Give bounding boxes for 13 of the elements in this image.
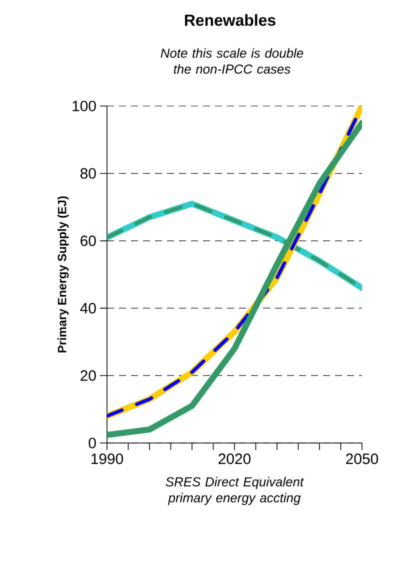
x-tick-label: 2020 [218,454,251,464]
y-tick-label: 40 [80,302,96,314]
y-tick-label: 0 [88,438,96,448]
y-tick-label: 20 [80,370,96,381]
x-axis-title: SRES Direct Equivalent primary energy accting [166,476,304,505]
y-tick-label: 60 [80,236,96,246]
y-axis-title: Primary Energy Supply (EJ) [58,196,69,352]
x-tick-label: 1990 [92,454,124,464]
chart-title: Renewables [184,14,276,26]
y-tick-label: 100 [72,100,96,112]
y-tick-label: 80 [80,168,96,179]
chart-subtitle: Note this scale is double the non-IPCC cases [160,48,304,74]
x-tick-label: 2050 [346,454,378,464]
